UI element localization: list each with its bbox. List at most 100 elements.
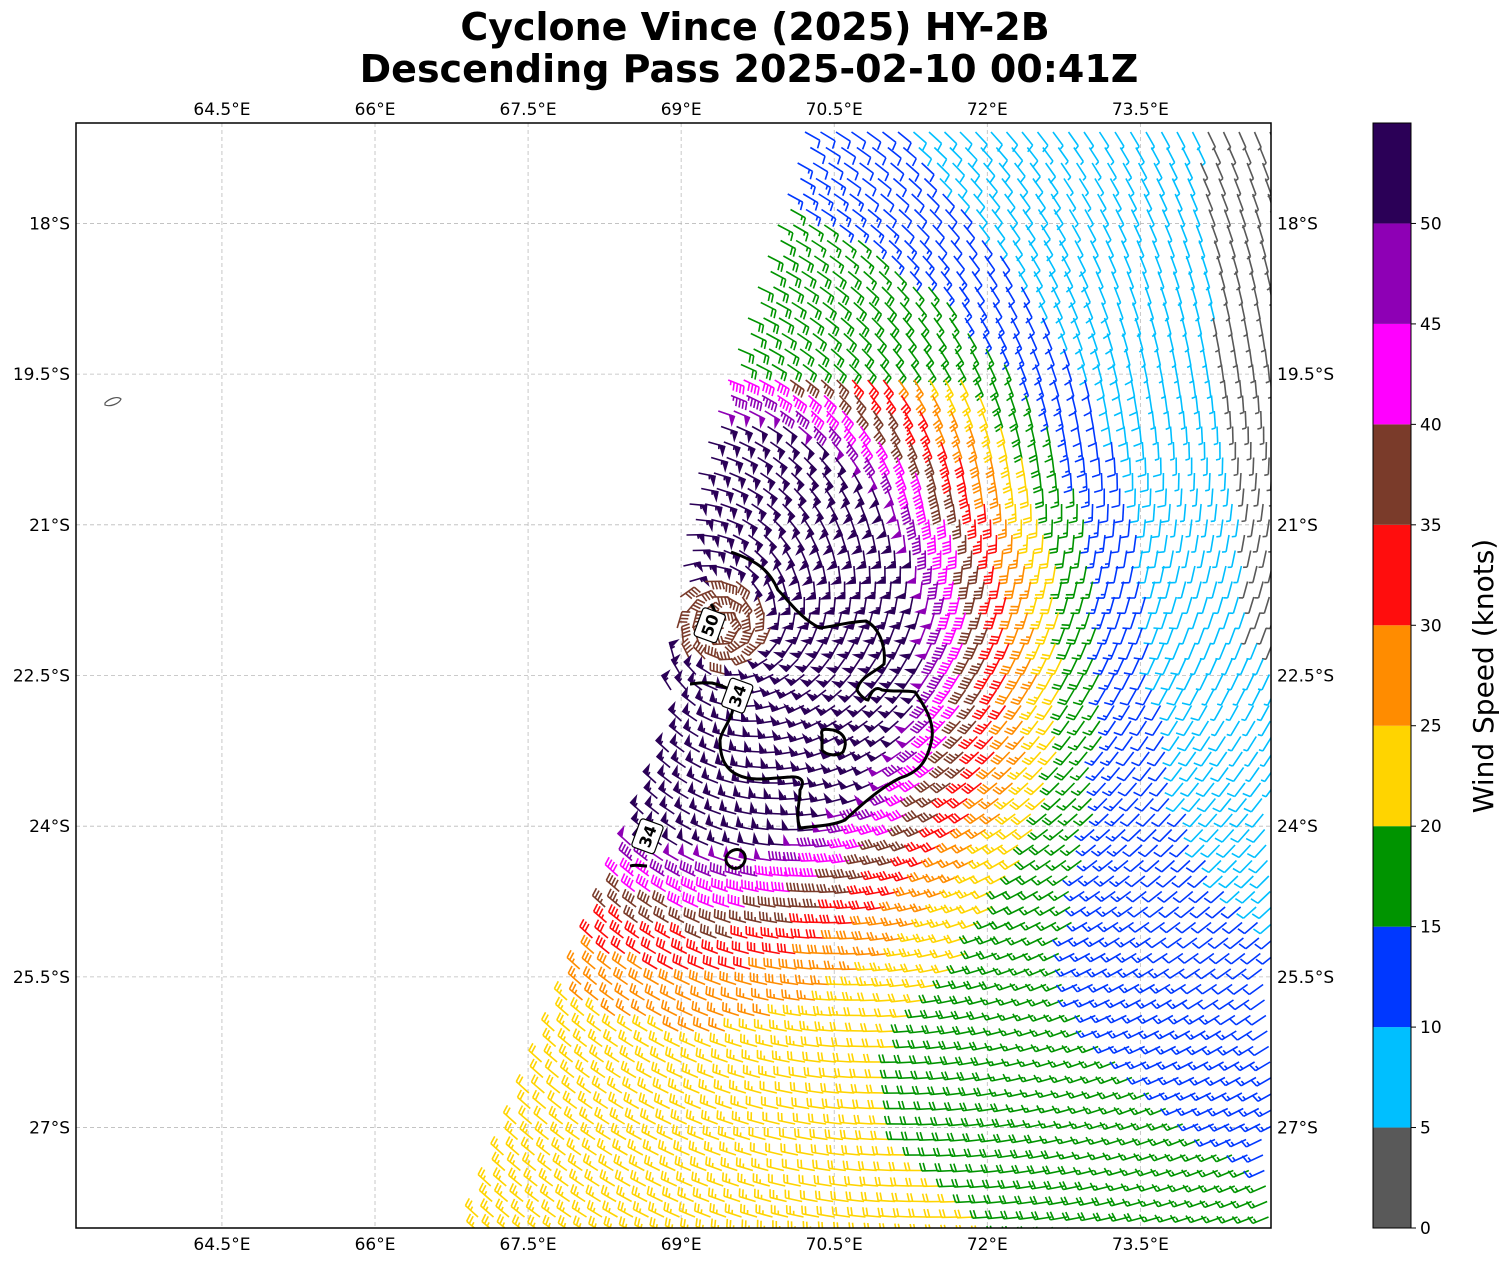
wind-barb xyxy=(670,653,681,675)
wind-barb xyxy=(1033,364,1043,386)
wind-barb xyxy=(919,612,936,630)
colorbar-segment xyxy=(1373,123,1411,224)
wind-barb xyxy=(968,658,985,675)
wind-barb xyxy=(828,162,844,181)
wind-barb xyxy=(918,146,933,167)
wind-barb xyxy=(604,1044,620,1063)
wind-barb xyxy=(718,410,736,428)
wind-barb xyxy=(563,1106,579,1125)
wind-barb xyxy=(1239,395,1245,415)
wind-barb xyxy=(1231,441,1237,461)
wind-barb xyxy=(720,425,739,443)
wind-barb xyxy=(1274,318,1278,336)
wind-barb xyxy=(1231,519,1240,538)
wind-barb xyxy=(894,534,907,554)
wind-barb xyxy=(657,779,674,800)
wind-barb xyxy=(1079,534,1091,554)
wind-barb xyxy=(1252,379,1258,400)
wind-barb xyxy=(1061,255,1071,278)
wind-barb xyxy=(904,565,917,584)
wind-barb xyxy=(1188,612,1199,630)
wind-barb xyxy=(972,627,988,645)
wind-barb xyxy=(1087,317,1096,340)
wind-barb xyxy=(1159,705,1177,721)
wind-barb xyxy=(772,643,793,659)
wind-barb xyxy=(705,1156,723,1172)
wind-barb xyxy=(908,177,923,198)
wind-barb xyxy=(1018,534,1029,555)
wind-barb xyxy=(1164,643,1181,661)
wind-barb xyxy=(702,782,720,800)
wind-barb xyxy=(699,750,717,769)
wind-barb xyxy=(600,997,616,1017)
wind-barb xyxy=(1221,658,1233,676)
wind-barb xyxy=(1132,766,1152,782)
wind-barb xyxy=(1151,813,1171,828)
lat-tick-label-right: 24°S xyxy=(1277,817,1318,837)
wind-barb xyxy=(653,1092,671,1110)
wind-barb xyxy=(792,394,808,414)
wind-barb xyxy=(1220,472,1227,492)
wind-barb xyxy=(711,518,729,535)
wind-barb xyxy=(1134,797,1154,812)
wind-barb xyxy=(973,193,986,215)
wind-barb xyxy=(602,1200,618,1218)
wind-barb xyxy=(1069,766,1090,781)
wind-barb xyxy=(1205,472,1211,492)
wind-barb xyxy=(714,565,732,581)
wind-barb xyxy=(739,1033,758,1048)
colorbar-segment xyxy=(1373,725,1411,827)
wind-barb xyxy=(872,612,889,630)
wind-barb xyxy=(1225,627,1236,645)
wind-barb xyxy=(1163,395,1169,415)
wind-barb xyxy=(698,472,717,488)
wind-barb xyxy=(617,1029,634,1048)
wind-barb xyxy=(663,1201,680,1218)
wind-barb xyxy=(695,876,713,893)
wind-barb xyxy=(720,814,738,831)
wind-barb xyxy=(671,1124,689,1141)
lat-tick-label-right: 27°S xyxy=(1277,1119,1318,1139)
wind-barb xyxy=(1208,736,1226,752)
wind-barb xyxy=(1213,813,1233,828)
wind-barb xyxy=(1245,767,1260,783)
wind-barb xyxy=(1249,1232,1270,1239)
colorbar-tick-label: 40 xyxy=(1420,415,1442,435)
wind-barb xyxy=(878,270,893,291)
wind-barb xyxy=(717,955,735,970)
wind-barb xyxy=(737,1172,755,1187)
wind-barb xyxy=(767,255,784,272)
wind-barb xyxy=(540,1011,555,1032)
wind-barb xyxy=(1074,565,1088,584)
wind-barb xyxy=(614,1169,631,1187)
wind-barb xyxy=(647,1201,665,1218)
wind-barb xyxy=(723,1187,741,1203)
wind-barb xyxy=(627,1138,644,1156)
wind-barb xyxy=(1268,504,1271,507)
lat-tick-label-left: 21°S xyxy=(29,516,70,536)
wind-barb xyxy=(921,162,935,183)
wind-barb xyxy=(899,550,912,569)
wind-barb xyxy=(957,720,977,735)
wind-barb xyxy=(885,503,897,525)
wind-barb xyxy=(1187,1231,1208,1238)
wind-barb xyxy=(1156,178,1166,198)
wind-barb xyxy=(1224,395,1230,415)
wind-barb xyxy=(656,952,674,970)
wind-barb xyxy=(683,907,700,924)
wind-barb xyxy=(777,1112,796,1125)
wind-barb xyxy=(868,596,883,615)
wind-barb xyxy=(1132,596,1147,615)
wind-barb xyxy=(1208,395,1214,415)
wind-barb xyxy=(721,1002,740,1017)
wind-barb xyxy=(1181,550,1190,569)
wind-barb xyxy=(1055,643,1072,660)
wind-barb xyxy=(1240,627,1252,645)
wind-barb xyxy=(1135,813,1156,827)
wind-barb xyxy=(1246,643,1258,661)
wind-barb xyxy=(829,255,845,274)
wind-barb xyxy=(1146,550,1159,569)
wind-barb xyxy=(1228,426,1234,446)
wind-barb xyxy=(678,1031,696,1048)
wind-barb xyxy=(700,1109,718,1125)
